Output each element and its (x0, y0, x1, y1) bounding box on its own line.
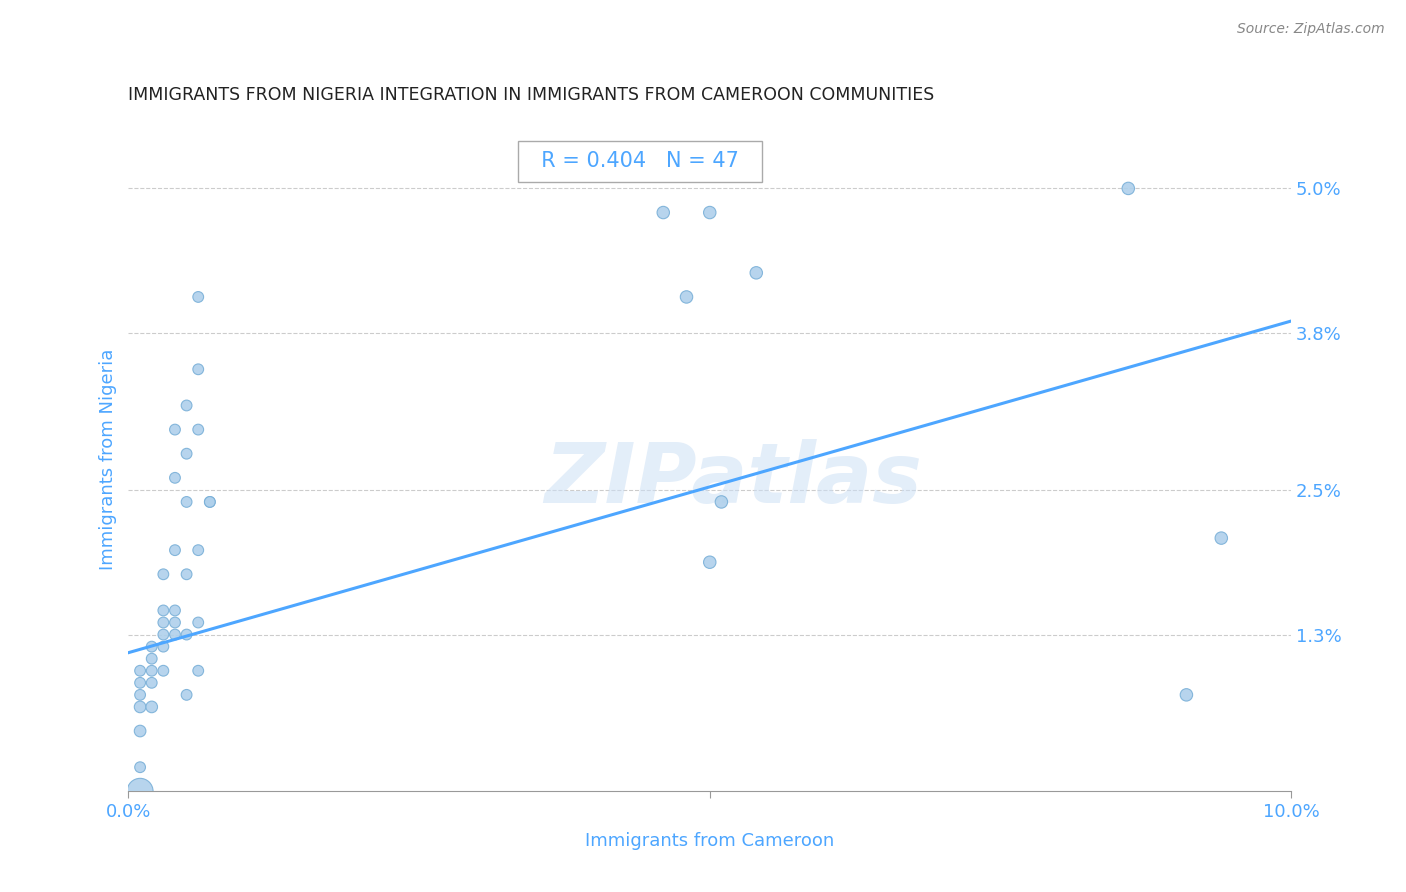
Point (187, 615, 209, 630)
Point (129, 688, 152, 702)
Point (141, 675, 163, 690)
Point (176, 447, 198, 461)
Point (187, 543, 209, 558)
Point (152, 640, 174, 654)
Point (141, 640, 163, 654)
Point (710, 495, 733, 509)
X-axis label: Immigrants from Cameroon: Immigrants from Cameroon (585, 832, 834, 850)
Point (141, 700, 163, 714)
Point (152, 567, 174, 582)
Point (163, 627, 186, 641)
Text: ZIPatlas: ZIPatlas (544, 439, 922, 520)
Point (745, 266, 768, 280)
Point (163, 423, 186, 437)
Text: Source: ZipAtlas.com: Source: ZipAtlas.com (1237, 22, 1385, 37)
Point (141, 664, 163, 678)
Text: R = 0.404   N = 47: R = 0.404 N = 47 (527, 152, 752, 171)
Point (1211, 531, 1233, 545)
Point (187, 423, 209, 437)
Point (198, 495, 221, 509)
Point (187, 362, 209, 376)
Point (152, 627, 174, 641)
Point (129, 760, 152, 774)
Point (1175, 688, 1198, 702)
Point (198, 495, 221, 509)
Point (675, 290, 697, 304)
Point (187, 290, 209, 304)
Point (187, 664, 209, 678)
Point (163, 471, 186, 485)
Point (1116, 181, 1139, 195)
Point (163, 603, 186, 617)
Point (163, 543, 186, 558)
Text: IMMIGRANTS FROM NIGERIA INTEGRATION IN IMMIGRANTS FROM CAMEROON COMMUNITIES: IMMIGRANTS FROM NIGERIA INTEGRATION IN I… (128, 87, 935, 104)
Point (152, 615, 174, 630)
Point (652, 205, 675, 219)
Point (699, 205, 721, 219)
Point (176, 495, 198, 509)
Point (163, 615, 186, 630)
Y-axis label: Immigrants from Nigeria: Immigrants from Nigeria (100, 349, 117, 570)
Point (129, 784, 152, 798)
Point (176, 399, 198, 413)
Point (129, 675, 152, 690)
Point (141, 651, 163, 665)
Point (176, 688, 198, 702)
Point (129, 724, 152, 739)
Point (176, 567, 198, 582)
Point (176, 627, 198, 641)
Point (152, 664, 174, 678)
Point (152, 603, 174, 617)
Point (129, 664, 152, 678)
Point (129, 700, 152, 714)
Point (699, 555, 721, 569)
